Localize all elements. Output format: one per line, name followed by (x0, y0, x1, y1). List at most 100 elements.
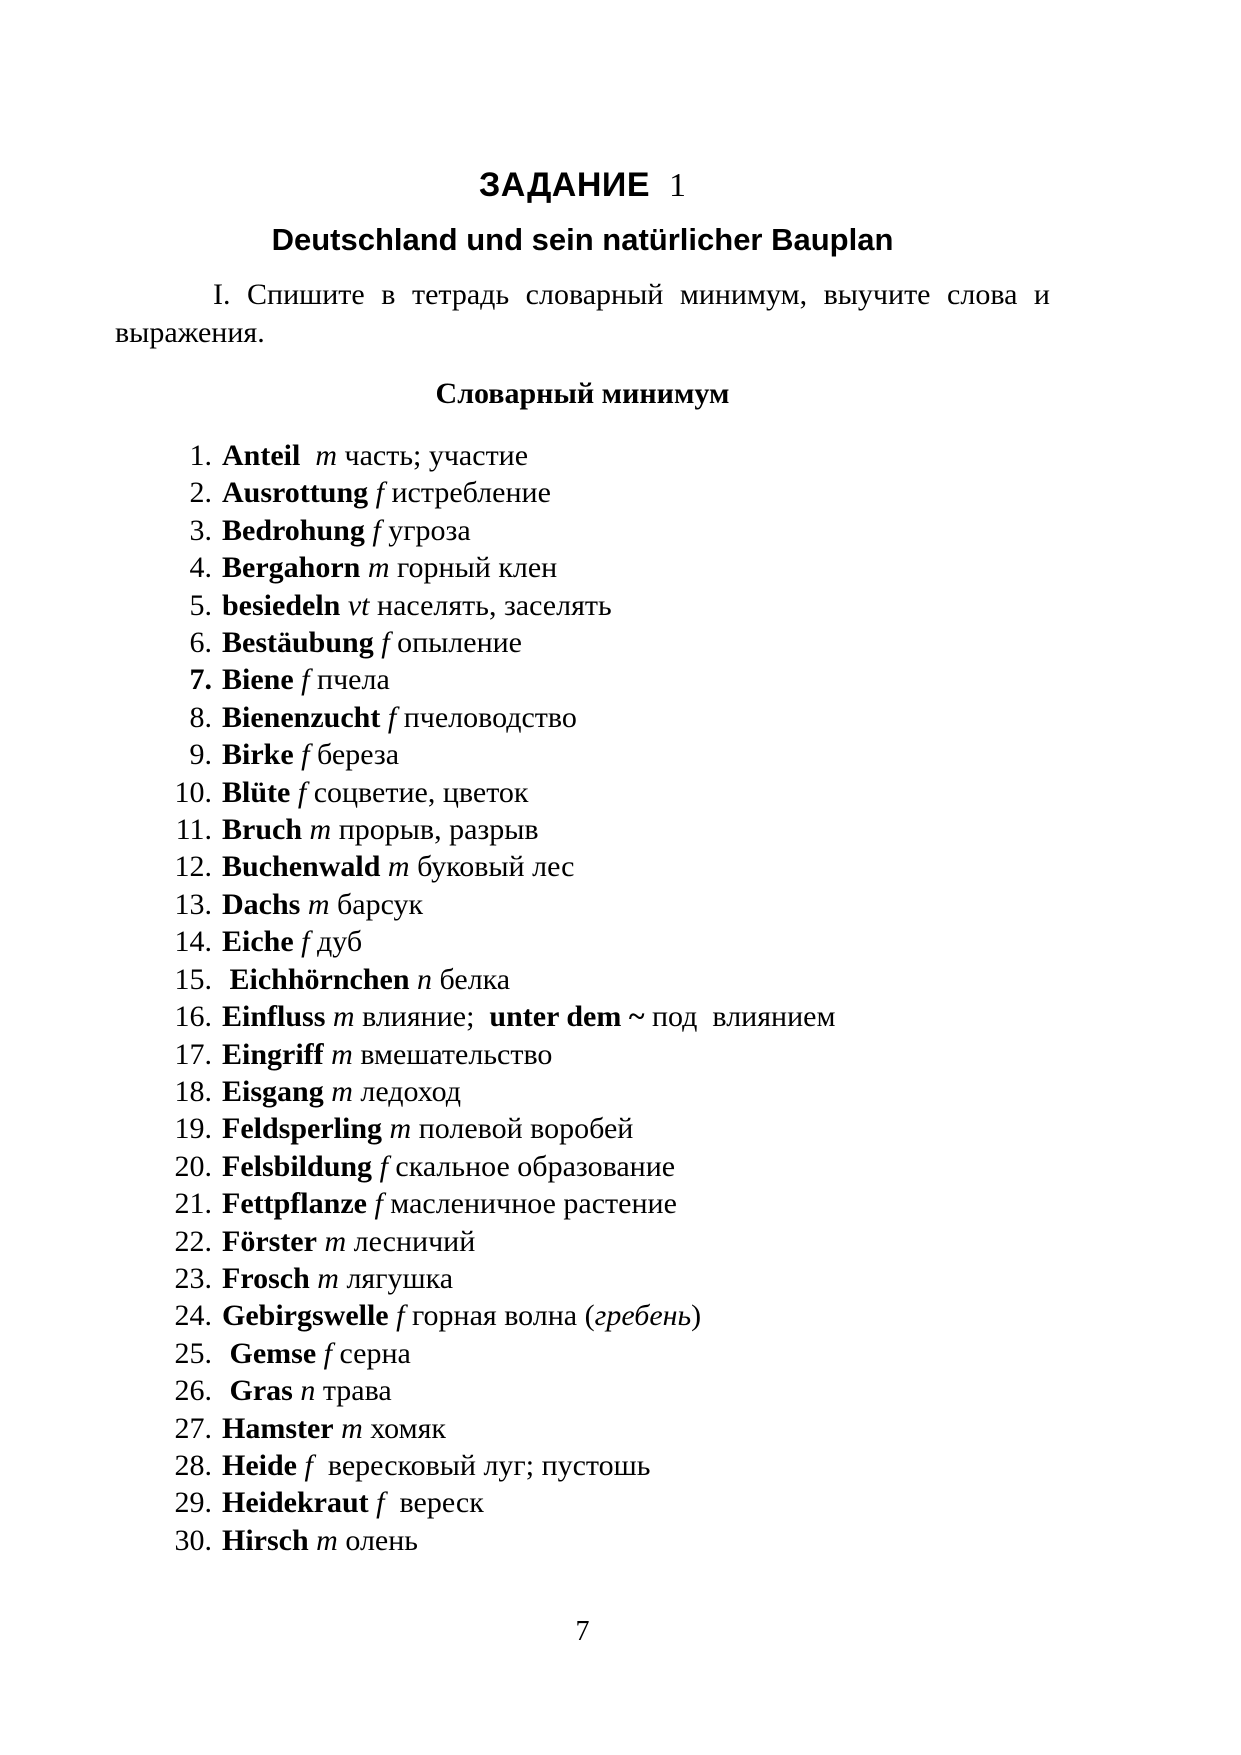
gender-marker: m (315, 439, 337, 472)
translation-text: пчеловодство (396, 700, 577, 734)
gender-marker: f (375, 476, 384, 510)
translation-text: под влиянием (644, 1000, 836, 1034)
gender-marker: m (389, 1112, 412, 1146)
vocab-item: 27. Hamster m хомяк (115, 1410, 1050, 1447)
translation-text: лесничий (346, 1224, 476, 1258)
vocab-item-text: Bienenzucht f пчеловодство (222, 699, 577, 736)
vocab-item-number: 13. (174, 887, 213, 921)
translation-text: трава (315, 1374, 392, 1408)
vocab-item-number: 26. (174, 1374, 213, 1408)
gender-marker: f (379, 1149, 388, 1183)
vocab-item-text: Bruch m прорыв, разрыв (222, 811, 539, 848)
translation-text: буковый лес (409, 850, 575, 884)
vocab-item-number: 18. (174, 1074, 213, 1108)
german-word: Eingriff (222, 1037, 324, 1071)
gender-marker: m (316, 1523, 338, 1557)
vocab-item: 7. Biene f пчела (115, 661, 1050, 698)
vocab-item: 13. Dachs m барсук (115, 886, 1050, 923)
gender-marker: f (323, 1336, 332, 1370)
task-heading: ЗАДАНИЕ 1 (115, 168, 1050, 203)
translation-text (222, 963, 230, 996)
vocab-item: 26. Gras n трава (115, 1372, 1050, 1409)
translation-text: ледоход (352, 1074, 462, 1108)
gender-marker: f (396, 1299, 405, 1333)
translation-text (325, 1000, 333, 1033)
translation-text: серна (331, 1336, 411, 1370)
vocab-item: 15. Eichhörnchen n белка (115, 961, 1050, 998)
gender-marker: f (372, 513, 381, 547)
vocab-item-number: 23. (174, 1261, 213, 1295)
vocab-item-text: Gebirgswelle f горная волна (гребень) (222, 1297, 701, 1334)
vocab-item-text: Heidekraut f вереск (222, 1484, 484, 1521)
task-heading-number: 1 (669, 167, 687, 204)
translation-text: истребление (384, 476, 551, 510)
german-word: Fettpflanze (222, 1187, 367, 1221)
gender-marker: m (307, 887, 330, 921)
gender-marker: f (297, 775, 307, 809)
vocab-item-text: Einfluss m влияние; unter dem ~ под влия… (222, 998, 835, 1035)
german-word: Bruch (222, 813, 303, 847)
vocab-item-text: Fettpflanze f масленичное растение (222, 1185, 677, 1222)
vocab-item: 25. Gemse f серна (115, 1335, 1050, 1372)
vocab-item: 21. Fettpflanze f масленичное растение (115, 1185, 1050, 1222)
german-word: Heide (222, 1448, 297, 1482)
vocab-item-text: Gras n трава (222, 1372, 392, 1409)
translation-text: береза (309, 738, 400, 772)
gender-marker: f (304, 1448, 313, 1482)
vocab-item: 6. Bestäubung f опыление (115, 624, 1050, 661)
vocab-item: 2. Ausrottung f истребление (115, 474, 1050, 511)
vocab-item: 29. Heidekraut f вереск (115, 1484, 1050, 1521)
gender-marker: f (387, 700, 397, 734)
instruction-paragraph: I. Спишите в тетрадь словарный минимум, … (115, 276, 1050, 352)
translation-text: олень (337, 1523, 418, 1557)
gender-marker: n (300, 1374, 316, 1408)
vocab-item: 12. Buchenwald m буковый лес (115, 848, 1050, 885)
german-word: Biene (222, 663, 294, 697)
vocab-item-number: 21. (174, 1187, 213, 1221)
vocab-item: 18. Eisgang m ледоход (115, 1073, 1050, 1110)
german-word: Eichhörnchen (229, 962, 410, 996)
vocab-item-number: 11. (175, 813, 212, 847)
vocab-item-text: Buchenwald m буковый лес (222, 848, 574, 885)
vocab-item-text: Hirsch m олень (222, 1522, 418, 1559)
gender-marker: vt (347, 588, 370, 622)
translation-text: дуб (309, 925, 363, 959)
translation-text (222, 1374, 230, 1407)
vocab-item-text: Felsbildung f скальное образование (222, 1148, 675, 1185)
instruction-line: выражения. (115, 316, 265, 349)
vocab-item-number: 27. (174, 1411, 213, 1445)
translation-text (340, 589, 348, 622)
vocab-item-number: 16. (174, 1000, 213, 1034)
vocab-item-text: Ausrottung f истребление (222, 474, 551, 511)
vocab-item-number: 17. (174, 1037, 213, 1071)
german-word: Gras (229, 1374, 293, 1408)
german-word: Hirsch (222, 1523, 309, 1557)
gender-marker: m (367, 551, 390, 585)
translation-text: горный клен (389, 551, 558, 585)
german-word: Gebirgswelle (222, 1299, 389, 1333)
translation-text (368, 476, 376, 509)
german-word: Einfluss (222, 1000, 326, 1034)
translation-text: горная волна ( (404, 1299, 595, 1333)
task-heading-label: ЗАДАНИЕ (478, 166, 651, 204)
gender-marker: m (309, 813, 332, 847)
vocab-item: 14. Eiche f дуб (115, 923, 1050, 960)
german-word: Anteil (222, 439, 301, 472)
translation-text: влияние; (354, 1000, 490, 1034)
translation-text (380, 701, 388, 734)
translation-text (300, 888, 308, 921)
vocab-item-number: 15. (174, 962, 213, 996)
german-word: Heidekraut (222, 1486, 369, 1520)
section-title: Словарный минимум (435, 377, 730, 410)
german-word: Bedrohung (222, 513, 365, 547)
vocab-item-number: 2. (189, 476, 213, 510)
german-word: Gemse (229, 1336, 317, 1370)
vocab-item-number: 6. (189, 626, 213, 660)
vocabulary-list: 1. Anteil m часть; участие 2. Ausrottung f … (115, 437, 1050, 1559)
vocab-item-number: 28. (174, 1448, 213, 1482)
vocab-item: 5. besiedeln vt населять, заселять (115, 587, 1050, 624)
vocab-item: 3. Bedrohung f угроза (115, 512, 1050, 549)
vocab-item: 11. Bruch m прорыв, разрыв (115, 811, 1050, 848)
translation-text (302, 813, 310, 846)
